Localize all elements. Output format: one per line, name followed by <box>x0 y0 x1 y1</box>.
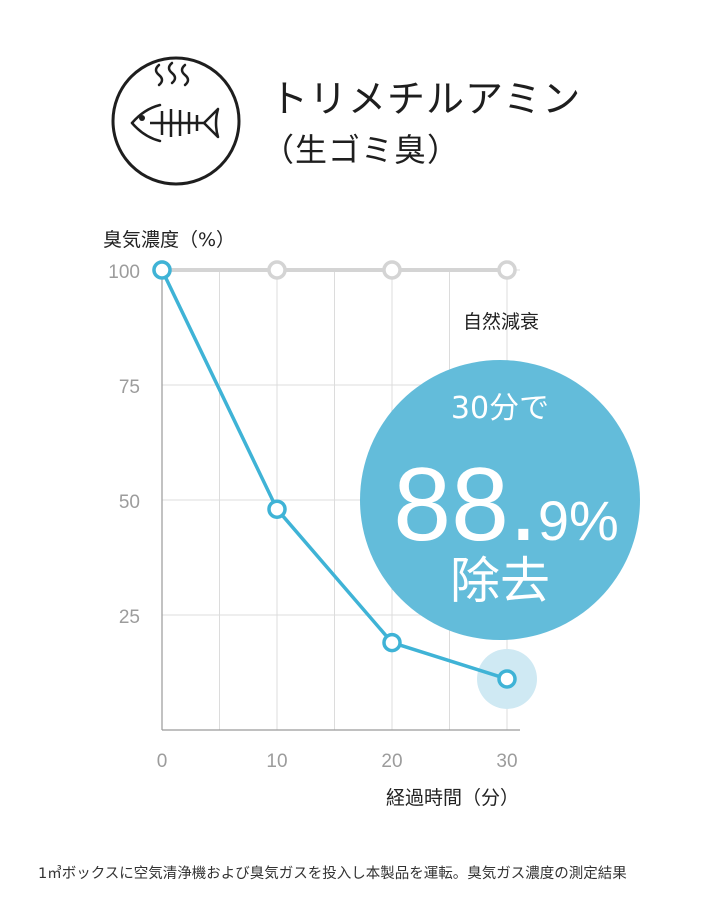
footnote: 1㎥ボックスに空気清浄機および臭気ガスを投入し本製品を運転。臭気ガス濃度の測定結… <box>38 866 627 882</box>
fish-bone-odor-icon <box>110 55 242 187</box>
annotation-line1: 30分で <box>451 391 549 426</box>
x-tick-label: 0 <box>157 751 168 772</box>
y-tick-label: 75 <box>119 377 140 398</box>
series-line-purifier <box>160 269 508 681</box>
x-tick-label: 10 <box>266 751 287 772</box>
annotation-small-number: 9% <box>538 489 619 552</box>
y-axis-label: 臭気濃度（%） <box>103 229 235 251</box>
chart-title: トリメチルアミン <box>270 77 582 121</box>
data-point-purifier <box>267 499 287 519</box>
series-label-natural-decay: 自然減衰 <box>463 311 539 333</box>
annotation-bubble <box>360 360 640 640</box>
data-point-natural-decay <box>267 260 287 280</box>
data-point-purifier <box>382 632 402 653</box>
annotation-line3: 除去 <box>450 552 550 610</box>
annotation-value: 88.9% <box>393 447 619 563</box>
data-point-purifier <box>497 669 517 689</box>
y-tick-label: 25 <box>119 607 140 628</box>
data-point-natural-decay <box>497 260 517 280</box>
x-tick-label: 20 <box>381 751 402 772</box>
data-point-natural-decay <box>382 260 402 280</box>
x-tick-label: 30 <box>496 751 517 772</box>
y-tick-label: 50 <box>119 492 140 513</box>
chart-subtitle: （生ゴミ臭） <box>262 131 461 169</box>
y-tick-label: 100 <box>108 262 140 283</box>
data-point-purifier <box>152 260 172 280</box>
x-axis-label: 経過時間（分） <box>386 787 519 809</box>
annotation-big-number: 88. <box>393 447 538 563</box>
